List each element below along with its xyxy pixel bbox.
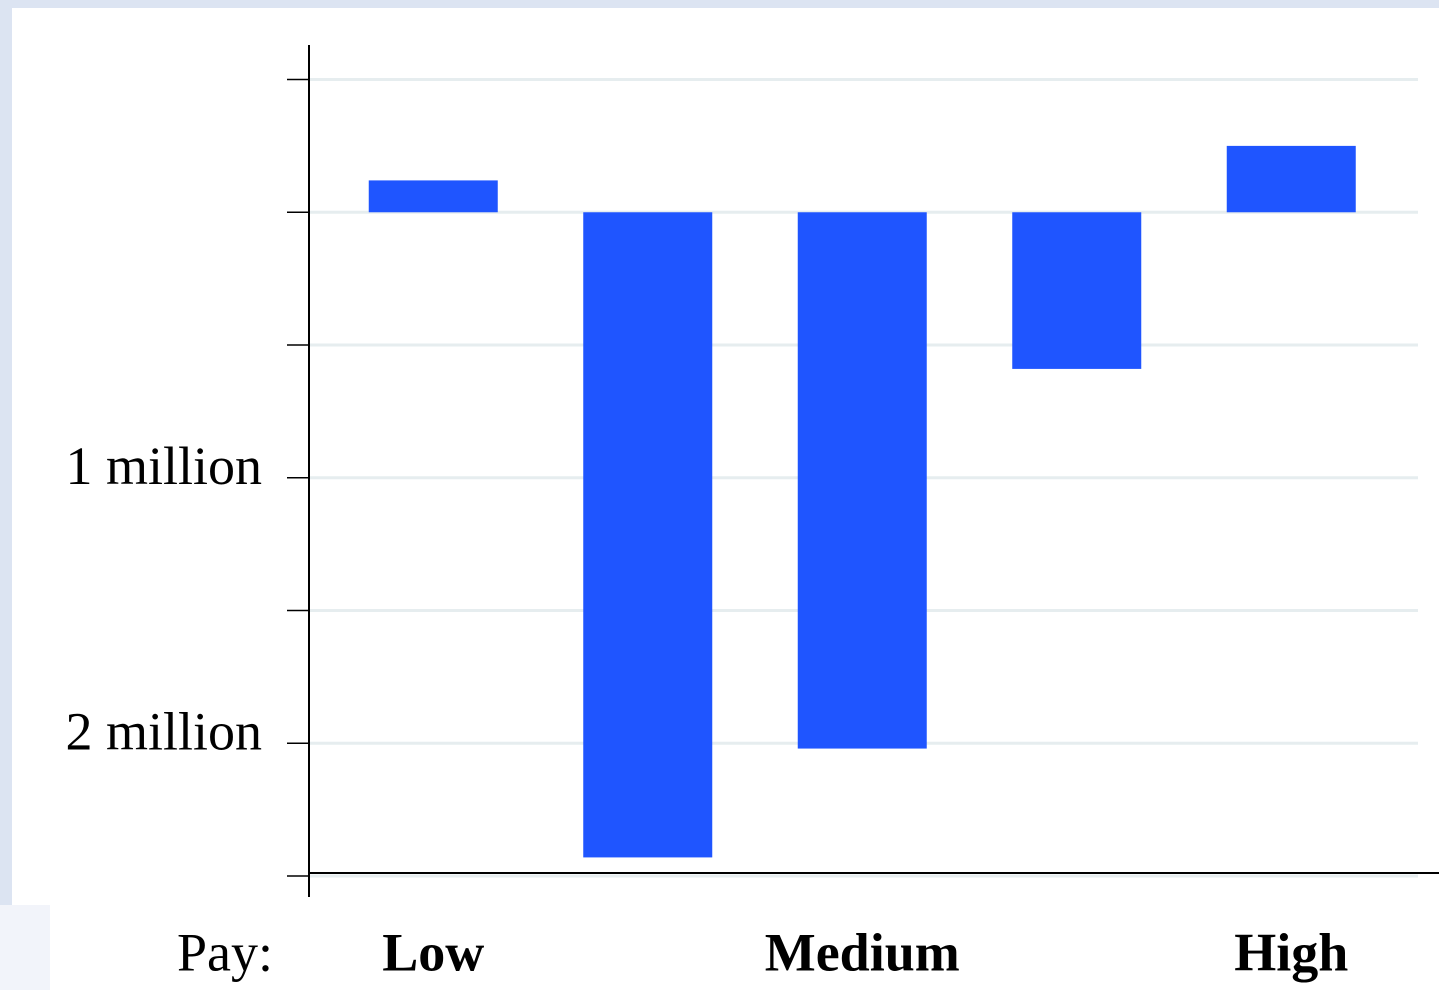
corner-shade — [0, 905, 50, 990]
x-tick-label: Medium — [765, 922, 960, 982]
bar — [1012, 212, 1142, 369]
bar — [1226, 145, 1356, 213]
x-tick-label: Low — [382, 922, 484, 982]
x-axis-label: Pay: — [177, 922, 273, 982]
y-tick-label: 1 million — [65, 436, 262, 496]
x-tick-label: High — [1234, 922, 1348, 982]
bar — [583, 212, 713, 858]
bar — [368, 180, 498, 213]
background — [12, 8, 1439, 990]
bar — [797, 212, 927, 749]
y-tick-label: 2 million — [65, 702, 262, 762]
